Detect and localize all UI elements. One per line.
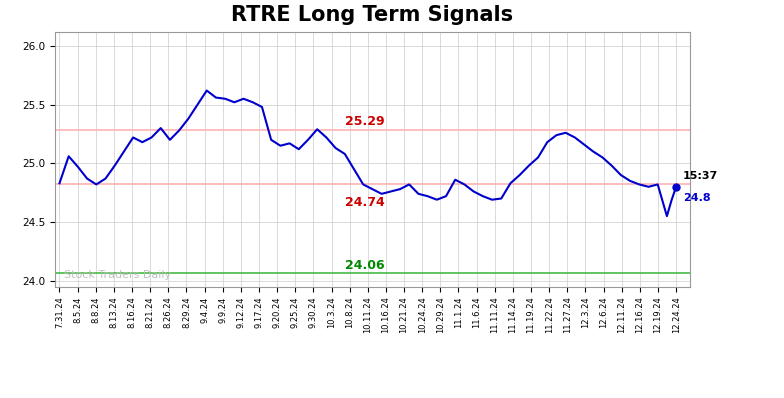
Text: 25.29: 25.29 — [345, 115, 384, 128]
Text: 24.74: 24.74 — [345, 195, 384, 209]
Text: 24.06: 24.06 — [345, 259, 384, 272]
Text: 15:37: 15:37 — [683, 171, 718, 181]
Text: Stock Traders Daily: Stock Traders Daily — [64, 270, 171, 280]
Title: RTRE Long Term Signals: RTRE Long Term Signals — [231, 5, 514, 25]
Text: 24.8: 24.8 — [683, 193, 710, 203]
